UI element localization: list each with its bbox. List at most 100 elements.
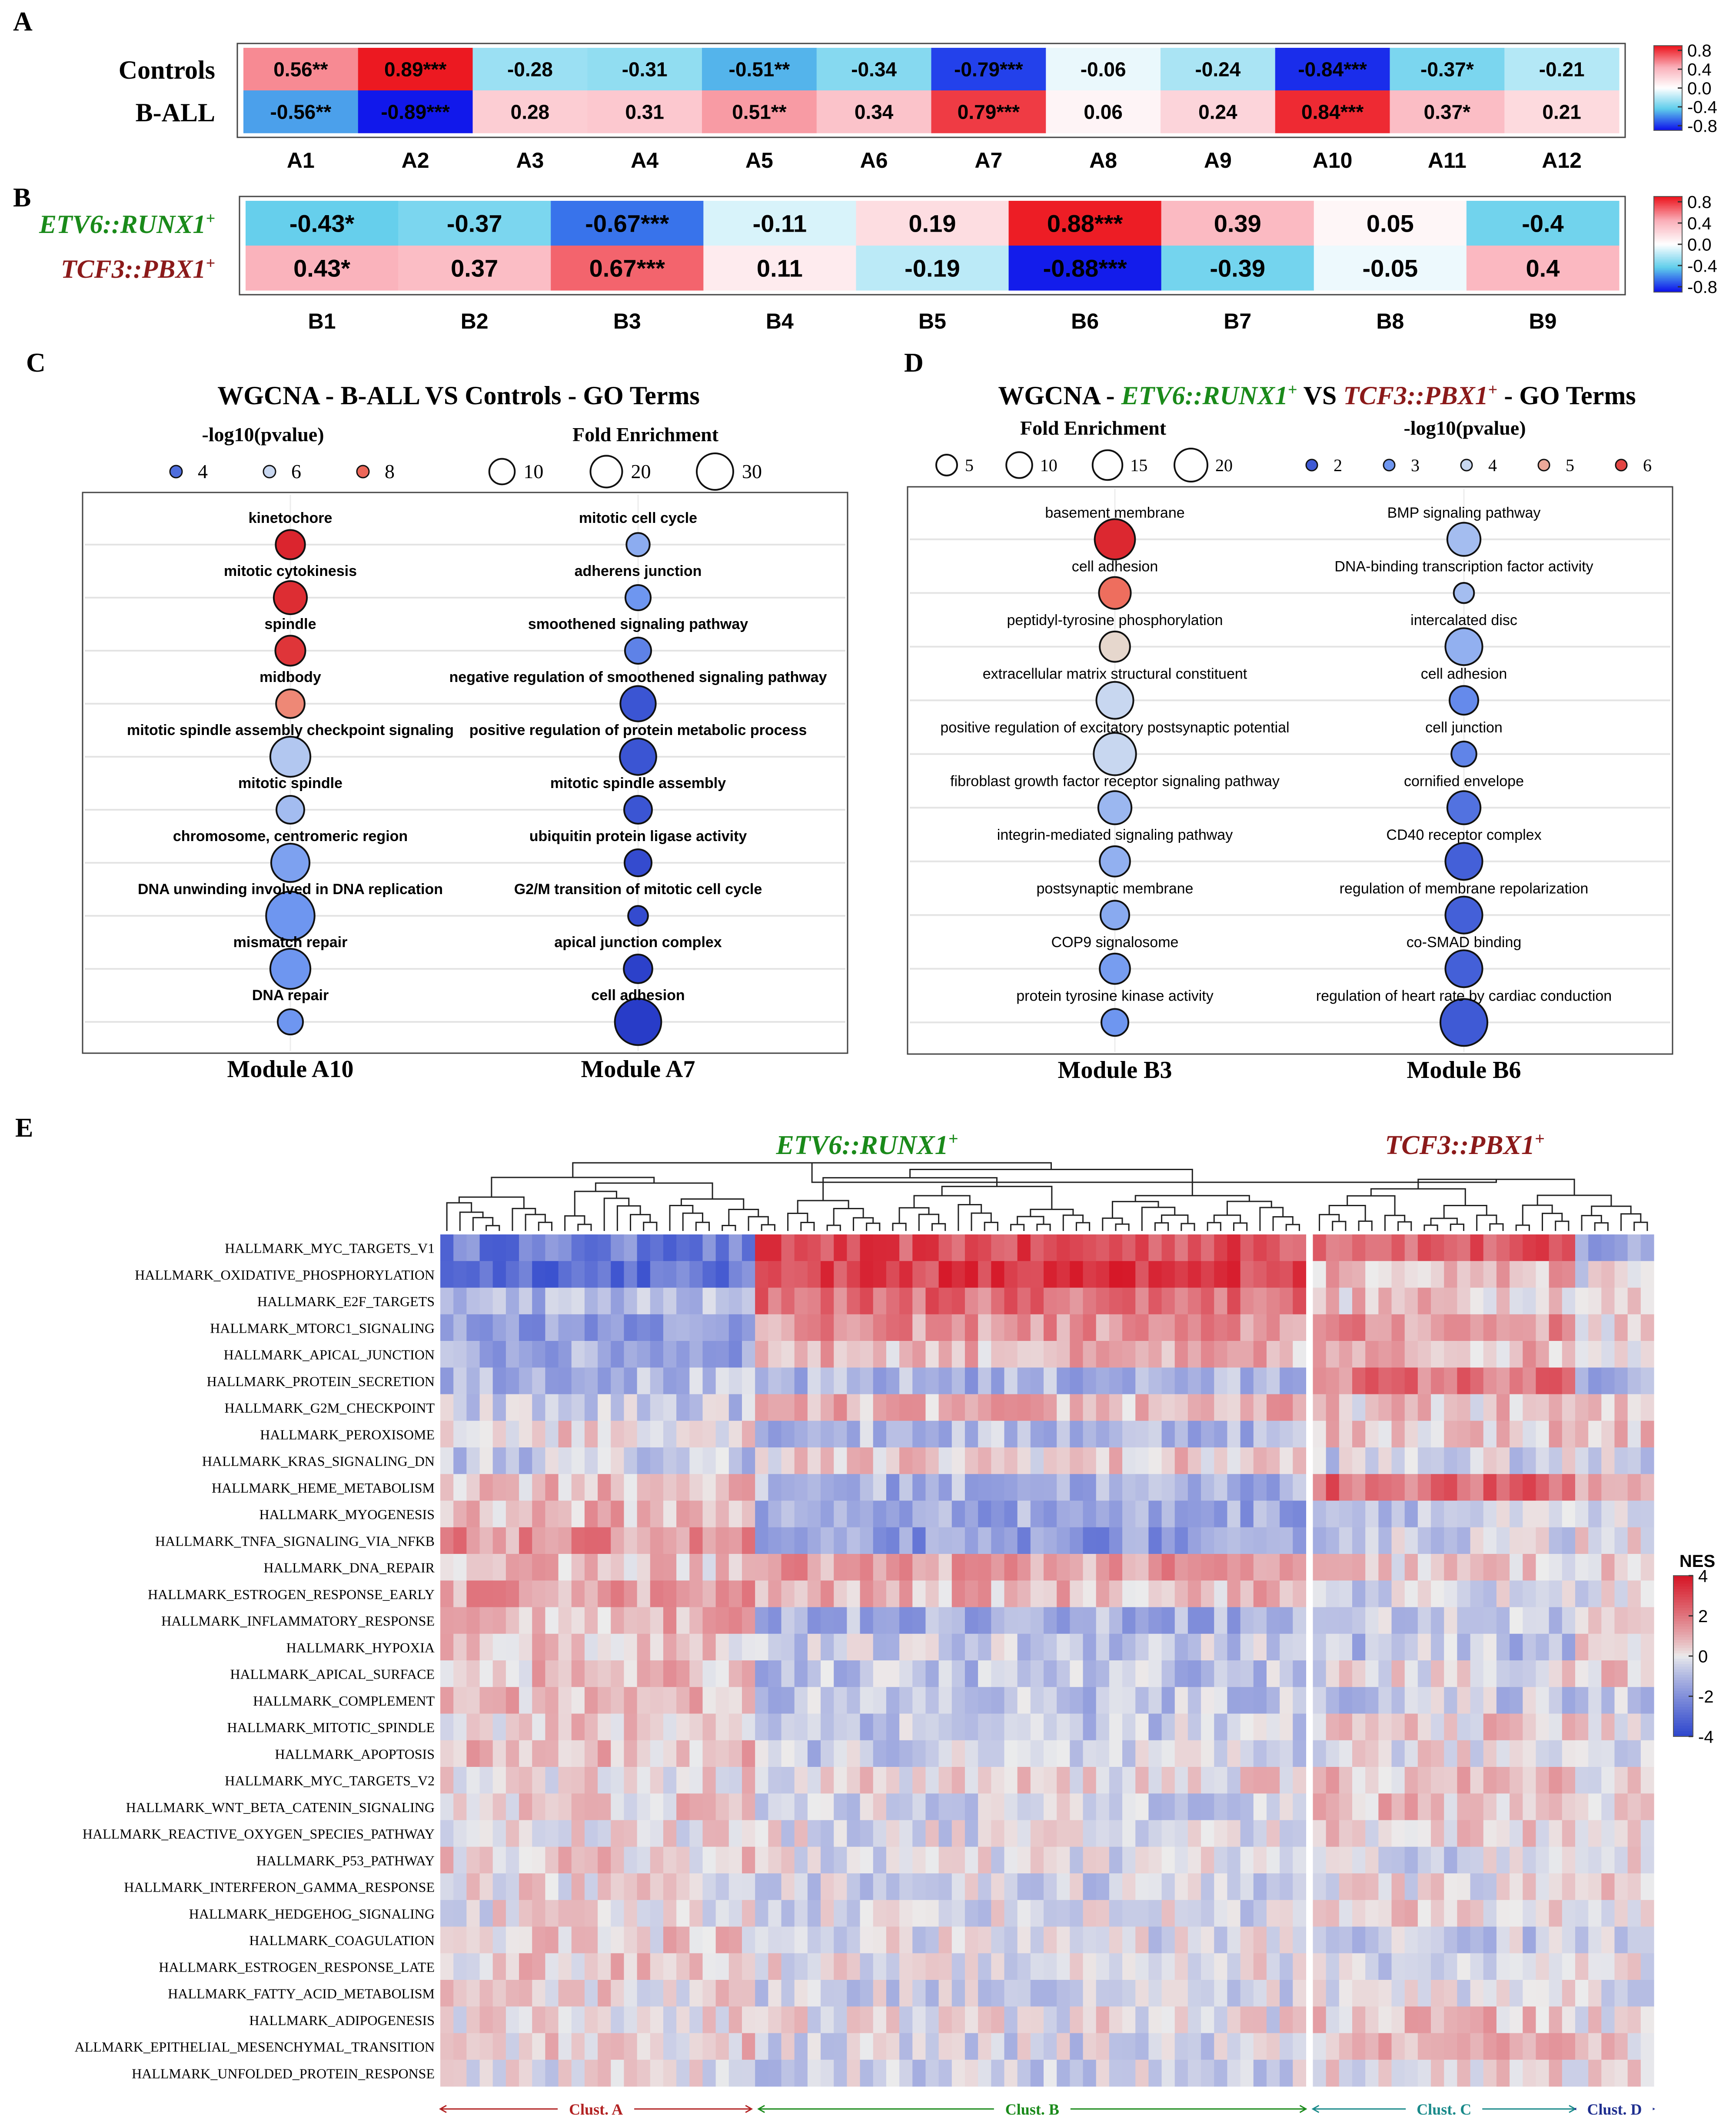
heatmap-cell xyxy=(1627,1767,1641,1794)
heatmap-cell xyxy=(1122,1341,1136,1368)
heatmap-cell xyxy=(1496,1367,1510,1395)
heatmap-cell xyxy=(479,1980,493,2007)
row-label: HALLMARK_INFLAMMATORY_RESPONSE xyxy=(161,1613,435,1629)
row-label-1: TCF3::PBX1+ xyxy=(61,254,215,283)
heatmap-cell xyxy=(1214,1447,1228,1474)
heatmap-cell xyxy=(1044,1527,1057,1554)
heatmap-cell xyxy=(1057,1314,1070,1341)
heatmap-cell xyxy=(1187,1607,1201,1634)
heatmap-cell xyxy=(1083,1687,1097,1714)
cluster-arrow-head xyxy=(439,2105,447,2113)
heatmap-cell xyxy=(453,1926,467,1954)
heatmap-cell xyxy=(492,1447,506,1474)
heatmap-cell xyxy=(506,1474,519,1501)
heatmap-cell xyxy=(1326,1900,1340,1927)
heatmap-cell xyxy=(650,1420,664,1448)
heatmap-cell xyxy=(624,1420,638,1448)
heatmap-cell xyxy=(703,201,856,246)
heatmap-cell xyxy=(1240,1500,1254,1528)
heatmap-cell xyxy=(1326,2006,1340,2034)
heatmap-cell xyxy=(1266,1554,1280,1581)
heatmap-cell xyxy=(453,1660,467,1687)
heatmap-cell xyxy=(1083,1527,1097,1554)
heatmap-cell xyxy=(991,1287,1005,1315)
heatmap-cell xyxy=(440,1287,454,1315)
heatmap-cell xyxy=(545,2059,559,2087)
heatmap-cell xyxy=(689,1500,703,1528)
heatmap-cell xyxy=(519,1287,532,1315)
heatmap-cell xyxy=(689,1740,703,1767)
heatmap-cell xyxy=(964,1767,978,1794)
heatmap-cell xyxy=(1214,1580,1228,1608)
heatmap-cell xyxy=(1004,1474,1018,1501)
heatmap-cell xyxy=(676,1740,690,1767)
heatmap-cell xyxy=(1575,1846,1589,1874)
heatmap-cell xyxy=(1122,1660,1136,1687)
heatmap-cell xyxy=(611,1287,625,1315)
heatmap-cell xyxy=(991,2006,1005,2034)
dendrogram-branch xyxy=(1358,1220,1373,1231)
heatmap-cell xyxy=(1510,1341,1523,1368)
heatmap-cell xyxy=(1431,1580,1444,1608)
heatmap-cell xyxy=(519,1873,532,1900)
cell-value-label: 0.89*** xyxy=(384,58,446,81)
heatmap-cell xyxy=(1044,1580,1057,1608)
heatmap-cell xyxy=(584,1980,598,2007)
heatmap-cell xyxy=(1096,1367,1110,1395)
heatmap-cell xyxy=(1313,1980,1327,2007)
heatmap-cell xyxy=(1496,1527,1510,1554)
heatmap-cell xyxy=(1227,1474,1241,1501)
heatmap-cell xyxy=(1417,1234,1431,1261)
heatmap-cell xyxy=(1588,1846,1602,1874)
heatmap-cell xyxy=(1280,2033,1293,2060)
heatmap-cell xyxy=(742,1420,755,1448)
heatmap-cell xyxy=(440,1261,454,1288)
dendrogram-branch xyxy=(728,1209,759,1226)
heatmap-cell xyxy=(1201,1314,1214,1341)
heatmap-cell xyxy=(1339,1500,1353,1528)
legend-gradient-step xyxy=(1673,1616,1693,1619)
heatmap-cell xyxy=(873,1926,887,1954)
heatmap-cell xyxy=(1417,1287,1431,1315)
heatmap-cell xyxy=(742,1660,755,1687)
legend-gradient-step xyxy=(1673,1683,1693,1686)
heatmap-cell xyxy=(1404,1607,1418,1634)
heatmap-cell xyxy=(663,1580,677,1608)
heatmap-cell xyxy=(1044,1420,1057,1448)
heatmap-cell xyxy=(1017,1261,1031,1288)
heatmap-cell xyxy=(873,1367,887,1395)
legend-gradient-step xyxy=(1673,1672,1693,1676)
heatmap-cell xyxy=(1148,1341,1162,1368)
heatmap-cell xyxy=(794,1793,808,1821)
heatmap-cell xyxy=(794,1367,808,1395)
heatmap-cell xyxy=(1483,1953,1497,1980)
heatmap-cell xyxy=(768,2059,782,2087)
heatmap-cell xyxy=(466,1980,480,2007)
heatmap-cell xyxy=(978,2006,991,2034)
heatmap-cell xyxy=(1523,1740,1536,1767)
heatmap-cell xyxy=(1044,1873,1057,1900)
heatmap-cell xyxy=(781,1554,795,1581)
legend-gradient-step xyxy=(1654,117,1682,120)
heatmap-cell xyxy=(1109,1980,1123,2007)
heatmap-cell xyxy=(1588,1793,1602,1821)
heatmap-cell xyxy=(479,1580,493,1608)
heatmap-cell xyxy=(834,1953,847,1980)
heatmap-cell xyxy=(1004,1234,1018,1261)
heatmap-cell xyxy=(873,1234,887,1261)
heatmap-cell xyxy=(978,1607,991,1634)
heatmap-cell xyxy=(1004,1394,1018,1421)
color-legend-dot xyxy=(1615,459,1628,472)
legend-gradient-step xyxy=(1654,48,1682,50)
legend-gradient-step xyxy=(1673,1586,1693,1590)
legend-gradient-step xyxy=(1654,276,1682,278)
heatmap-cell xyxy=(440,1660,454,1687)
heatmap-cell xyxy=(1313,1633,1327,1661)
legend-gradient-step xyxy=(1654,246,1682,248)
heatmap-cell xyxy=(1004,1527,1018,1554)
heatmap-cell xyxy=(781,1980,795,2007)
heatmap-cell xyxy=(1549,1367,1563,1395)
column-label: A9 xyxy=(1204,148,1232,173)
heatmap-cell xyxy=(571,1367,585,1395)
heatmap-cell xyxy=(1017,1474,1031,1501)
